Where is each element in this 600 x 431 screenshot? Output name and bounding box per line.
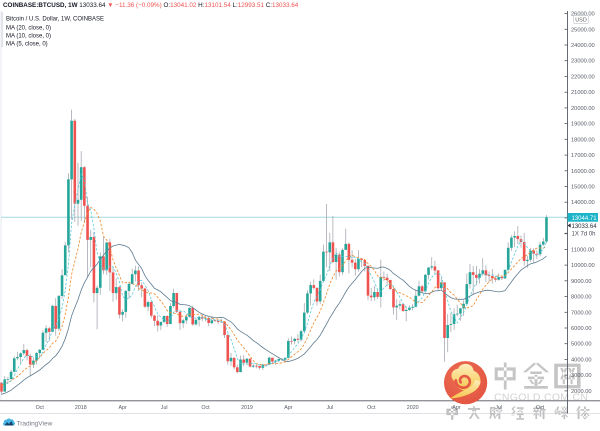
svg-text:17000.00: 17000.00: [571, 153, 595, 159]
svg-text:25000.00: 25000.00: [571, 27, 595, 33]
svg-text:13033.64: 13033.64: [572, 224, 598, 230]
svg-text:9000.00: 9000.00: [571, 279, 592, 285]
svg-text:Apr: Apr: [452, 405, 460, 411]
svg-text:Apr: Apr: [284, 405, 292, 411]
svg-text:Bitcoin / U.S. Dollar, 1W, COI: Bitcoin / U.S. Dollar, 1W, COINBASE: [6, 17, 104, 23]
svg-text:26000.00: 26000.00: [571, 12, 595, 18]
svg-text:3000.00: 3000.00: [571, 373, 592, 379]
svg-text:MA (20, close, 0): MA (20, close, 0): [6, 26, 51, 32]
svg-text:Apr: Apr: [118, 405, 126, 411]
svg-text:2019: 2019: [241, 405, 253, 411]
svg-text:CNGOLD.COM.CN: CNGOLD.COM.CN: [494, 392, 588, 404]
svg-text:Oct: Oct: [201, 405, 210, 411]
svg-text:18000.00: 18000.00: [571, 137, 595, 143]
svg-text:2018: 2018: [75, 405, 87, 411]
svg-text:TradingView: TradingView: [17, 421, 53, 428]
svg-text:2000.00: 2000.00: [571, 389, 592, 395]
svg-text:Oct: Oct: [36, 405, 45, 411]
svg-text:Oct: Oct: [536, 405, 545, 411]
svg-text:16000.00: 16000.00: [571, 169, 595, 175]
svg-text:Jul: Jul: [495, 405, 502, 411]
svg-text:7000.00: 7000.00: [571, 310, 592, 316]
svg-text:USD: USD: [575, 18, 587, 24]
svg-text:6000.00: 6000.00: [571, 326, 592, 332]
svg-text:4000.00: 4000.00: [571, 357, 592, 363]
svg-text:22000.00: 22000.00: [571, 75, 595, 81]
svg-text:21000.00: 21000.00: [571, 90, 595, 96]
svg-text:1X 7d 0h: 1X 7d 0h: [572, 232, 596, 238]
svg-text:24000.00: 24000.00: [571, 43, 595, 49]
svg-text:Oct: Oct: [367, 405, 376, 411]
svg-text:23000.00: 23000.00: [571, 59, 595, 65]
svg-text:19000.00: 19000.00: [571, 122, 595, 128]
svg-text:14000.00: 14000.00: [571, 200, 595, 206]
svg-text:COINBASE:BTCUSD, 1W 13033.64 ▼: COINBASE:BTCUSD, 1W 13033.64 ▼ −11.36 (−…: [3, 2, 299, 9]
svg-text:20000.00: 20000.00: [571, 106, 595, 112]
svg-text:2020: 2020: [407, 405, 419, 411]
svg-text:MA (5, close, 0): MA (5, close, 0): [6, 42, 48, 48]
svg-text:11000.00: 11000.00: [571, 247, 594, 253]
svg-text:15000.00: 15000.00: [571, 185, 595, 191]
svg-text:MA (10, close, 0): MA (10, close, 0): [6, 34, 51, 40]
svg-text:5000.00: 5000.00: [571, 342, 592, 348]
svg-text:Jul: Jul: [327, 405, 334, 411]
svg-text:Jul: Jul: [161, 405, 168, 411]
svg-text:8000.00: 8000.00: [571, 295, 592, 301]
svg-text:13044.71: 13044.71: [572, 216, 598, 222]
svg-text:10000.00: 10000.00: [571, 263, 595, 269]
